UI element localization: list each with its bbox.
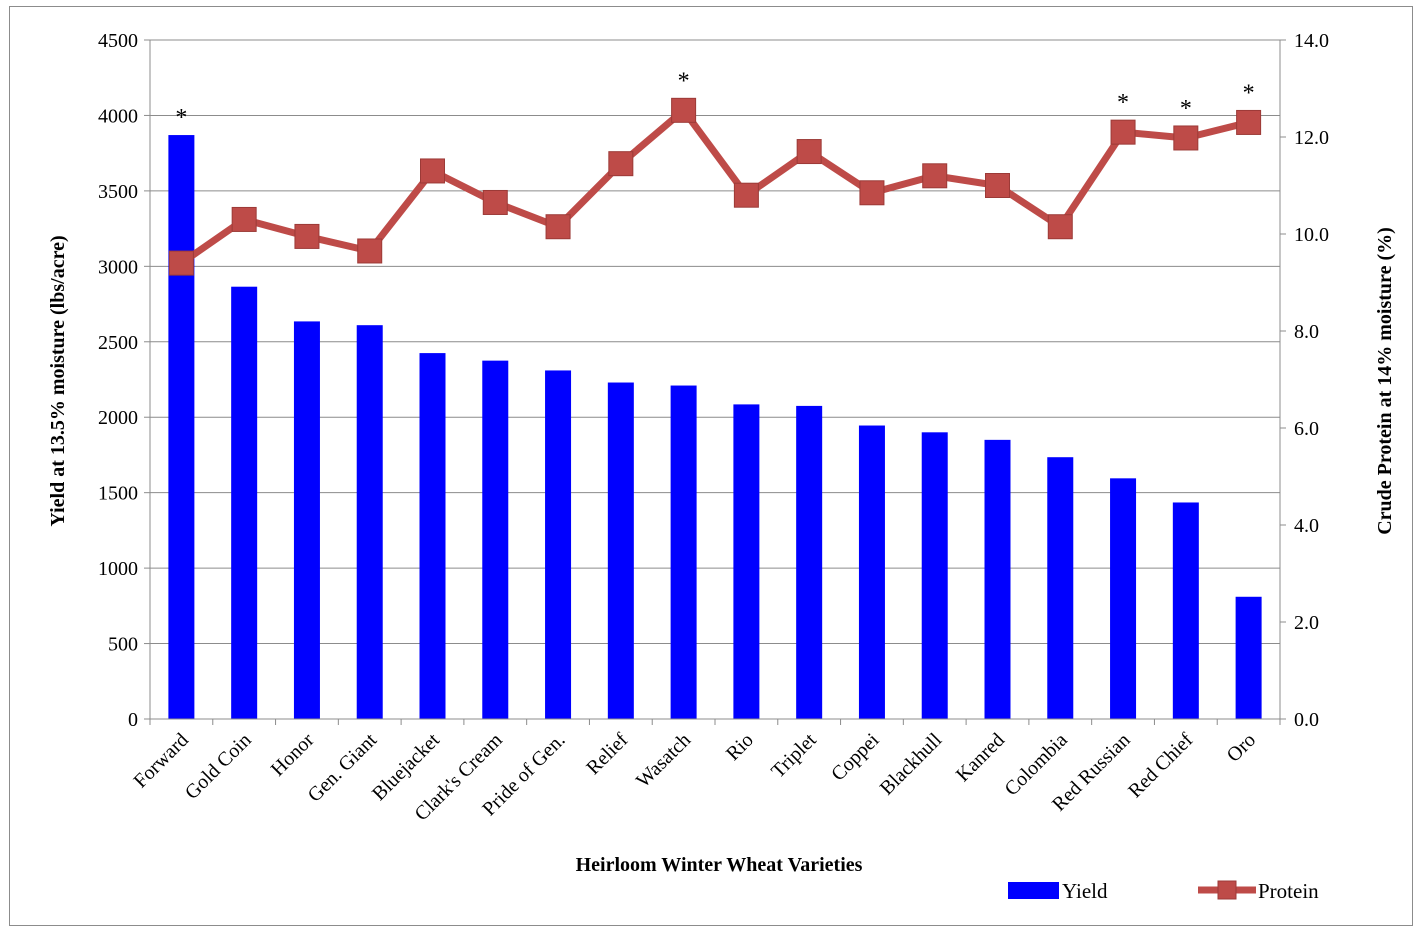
protein-marker [482,189,508,215]
x-axis-title: Heirloom Winter Wheat Varieties [576,854,863,876]
chart-frame [9,6,1413,926]
y2-tick-label: 14.0 [1294,30,1329,52]
x-tick-label: Wasatch [632,729,695,792]
x-tick-label: Coppei [827,729,884,786]
protein-marker [733,182,759,208]
significance-star: * [1180,96,1192,122]
y-tick-label: 1000 [98,558,138,580]
x-tick-label: Gen. Giant [304,729,382,807]
y2-tick-label: 10.0 [1294,224,1329,246]
yield-bar [1235,596,1262,719]
protein-marker [608,151,634,177]
y-tick-label: 3000 [98,256,138,278]
gridlines [150,39,1280,645]
x-tick-label: Red Chief [1124,729,1198,803]
protein-marker [1047,214,1073,240]
protein-marker [922,163,948,189]
yield-bar [858,425,885,719]
legend-yield-swatch [1008,882,1059,899]
x-tick-label: Forward [129,729,192,792]
protein-line-path [179,106,1250,266]
protein-marker [671,97,697,123]
yield-bar [670,385,697,719]
y2-tick-label: 2.0 [1294,612,1319,634]
significance-star: * [678,68,690,94]
yield-bar [168,135,195,719]
y-tick-label: 1500 [98,483,138,505]
protein-marker [357,238,383,264]
yield-bar [733,404,760,719]
yield-bars [168,135,1262,719]
yield-bar [293,321,320,719]
y-tick-label: 2000 [98,407,138,429]
x-tick-label: Oro [1223,729,1261,767]
y-tick-label: 500 [108,634,138,656]
legend: Yield Protein [1008,879,1319,903]
y-tick-label: 0 [128,709,138,731]
yield-bar [545,370,572,719]
significance-star: * [1117,90,1129,116]
y-tick-label: 3500 [98,181,138,203]
y2-tick-label: 8.0 [1294,321,1319,343]
yield-bar [1172,502,1199,719]
protein-line [168,97,1262,276]
protein-marker [231,206,257,232]
yield-bar [231,286,258,719]
significance-annotations: * * * * * [175,68,1254,131]
x-tick-label: Relief [582,729,632,779]
yield-bar [984,439,1011,719]
yield-bar [1047,457,1074,719]
legend-protein-marker [1217,880,1237,900]
yield-bar [1110,478,1137,719]
yield-bar [607,382,634,719]
y-tick-label: 4500 [98,30,138,52]
y2-tick-label: 0.0 [1294,709,1319,731]
protein-marker [545,214,571,240]
x-tick-label: Honor [267,729,319,781]
axes [144,39,1286,725]
significance-star: * [1243,80,1255,106]
y2-tick-label: 6.0 [1294,418,1319,440]
protein-marker [859,180,885,206]
yield-bar [921,432,948,719]
legend-yield-label: Yield [1062,879,1108,903]
protein-marker [985,173,1010,198]
yield-bar [482,360,509,719]
x-tick-label: Kanred [952,729,1009,786]
y-axis-title: Yield at 13.5% moisture (lbs/acre) [47,235,69,526]
yield-bar [419,353,446,719]
y2-tick-label: 12.0 [1294,127,1329,149]
protein-marker [796,139,822,165]
yield-bar [356,325,383,719]
legend-protein-label: Protein [1258,879,1319,903]
protein-marker [1236,109,1262,135]
x-tick-label: Gold Coin [181,729,256,804]
x-tick-label: Triplet [767,729,821,783]
significance-star: * [175,105,187,131]
y-tick-label: 4000 [98,105,138,127]
x-tick-label: Blackhull [876,729,947,800]
protein-marker [1173,125,1199,151]
y2-axis-title: Crude Protein at 14% moisture (%) [1374,227,1396,535]
x-tick-label: Rio [722,729,758,765]
protein-marker [168,250,194,276]
y2-tick-label: 4.0 [1294,515,1319,537]
yield-bar [796,405,823,719]
protein-marker [294,223,320,249]
protein-marker [1110,119,1136,145]
protein-marker [420,158,445,184]
y-tick-label: 2500 [98,332,138,354]
